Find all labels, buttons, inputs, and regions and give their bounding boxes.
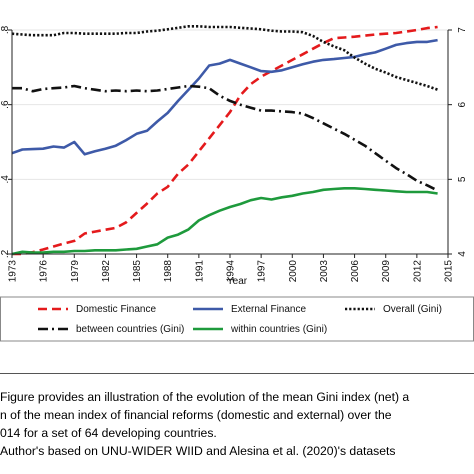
legend-label-within-countries-gini: within countries (Gini) [230, 324, 327, 335]
x-axis-title: Year [227, 276, 248, 287]
right-tick-label-0: 4 [457, 251, 468, 257]
caption-line-4: Author's based on UNU-WIDER WIID and Ale… [0, 444, 396, 458]
legend-label-overall-gini: Overall (Gini) [383, 304, 442, 315]
right-tick-label-3: 7 [457, 27, 468, 33]
plot-background [12, 30, 448, 254]
x-tick-label-1988: 1988 [163, 260, 174, 283]
x-tick-label-2009: 2009 [381, 260, 392, 283]
x-tick-label-1979: 1979 [70, 260, 81, 283]
right-tick-label-1: 5 [457, 176, 468, 182]
legend-label-between-countries-gini: between countries (Gini) [76, 324, 184, 335]
right-tick-label-2: 6 [457, 101, 468, 107]
x-tick-label-2012: 2012 [412, 260, 423, 283]
x-tick-label-1997: 1997 [257, 260, 268, 283]
x-tick-label-1976: 1976 [39, 260, 50, 283]
figure-caption: Figure provides an illustration of the e… [0, 388, 474, 460]
left-tick-label-2: .6 [0, 100, 11, 109]
x-tick-label-2003: 2003 [319, 260, 330, 283]
left-tick-label-1: .4 [0, 175, 11, 184]
right-axis-tick-labels: 4 5 6 7 [457, 27, 468, 257]
left-axis-tick-labels: .2 .4 .6 .8 [0, 25, 11, 258]
caption-divider [0, 373, 474, 374]
series-lines [11, 24, 439, 256]
legend: Domestic Finance External Finance Overall … [0, 296, 474, 342]
series-line-domestic-finance [12, 25, 438, 256]
x-tick-label-1994: 1994 [226, 260, 237, 283]
x-tick-label-2000: 2000 [288, 260, 299, 283]
legend-label-domestic-finance: Domestic Finance [76, 304, 156, 315]
gini-finance-line-chart: 1973 1976 1979 1982 1985 1988 1991 1994 1997 2000… [0, 24, 474, 342]
axes [8, 29, 452, 258]
caption-line-3: 014 for a set of 64 developing countries… [0, 426, 217, 440]
x-tick-label-2015: 2015 [444, 260, 455, 283]
x-tick-label-2006: 2006 [350, 260, 361, 283]
series-line-external-finance [11, 38, 438, 156]
x-tick-label-1985: 1985 [132, 260, 143, 283]
x-tick-label-1991: 1991 [194, 260, 205, 283]
caption-line-2: n of the mean index of financial reforms… [0, 408, 392, 422]
legend-label-external-finance: External Finance [231, 304, 306, 315]
left-tick-label-0: .2 [0, 249, 11, 258]
x-tick-label-1973: 1973 [8, 260, 19, 283]
caption-line-1: Figure provides an illustration of the e… [0, 390, 410, 404]
x-tick-label-1982: 1982 [101, 260, 112, 283]
x-axis-tick-labels: 1973 1976 1979 1982 1985 1988 1991 1994 1997 2000… [8, 260, 455, 283]
left-tick-label-3: .8 [0, 25, 11, 34]
plot-area [12, 30, 448, 254]
series-line-within-countries-gini [11, 187, 438, 256]
